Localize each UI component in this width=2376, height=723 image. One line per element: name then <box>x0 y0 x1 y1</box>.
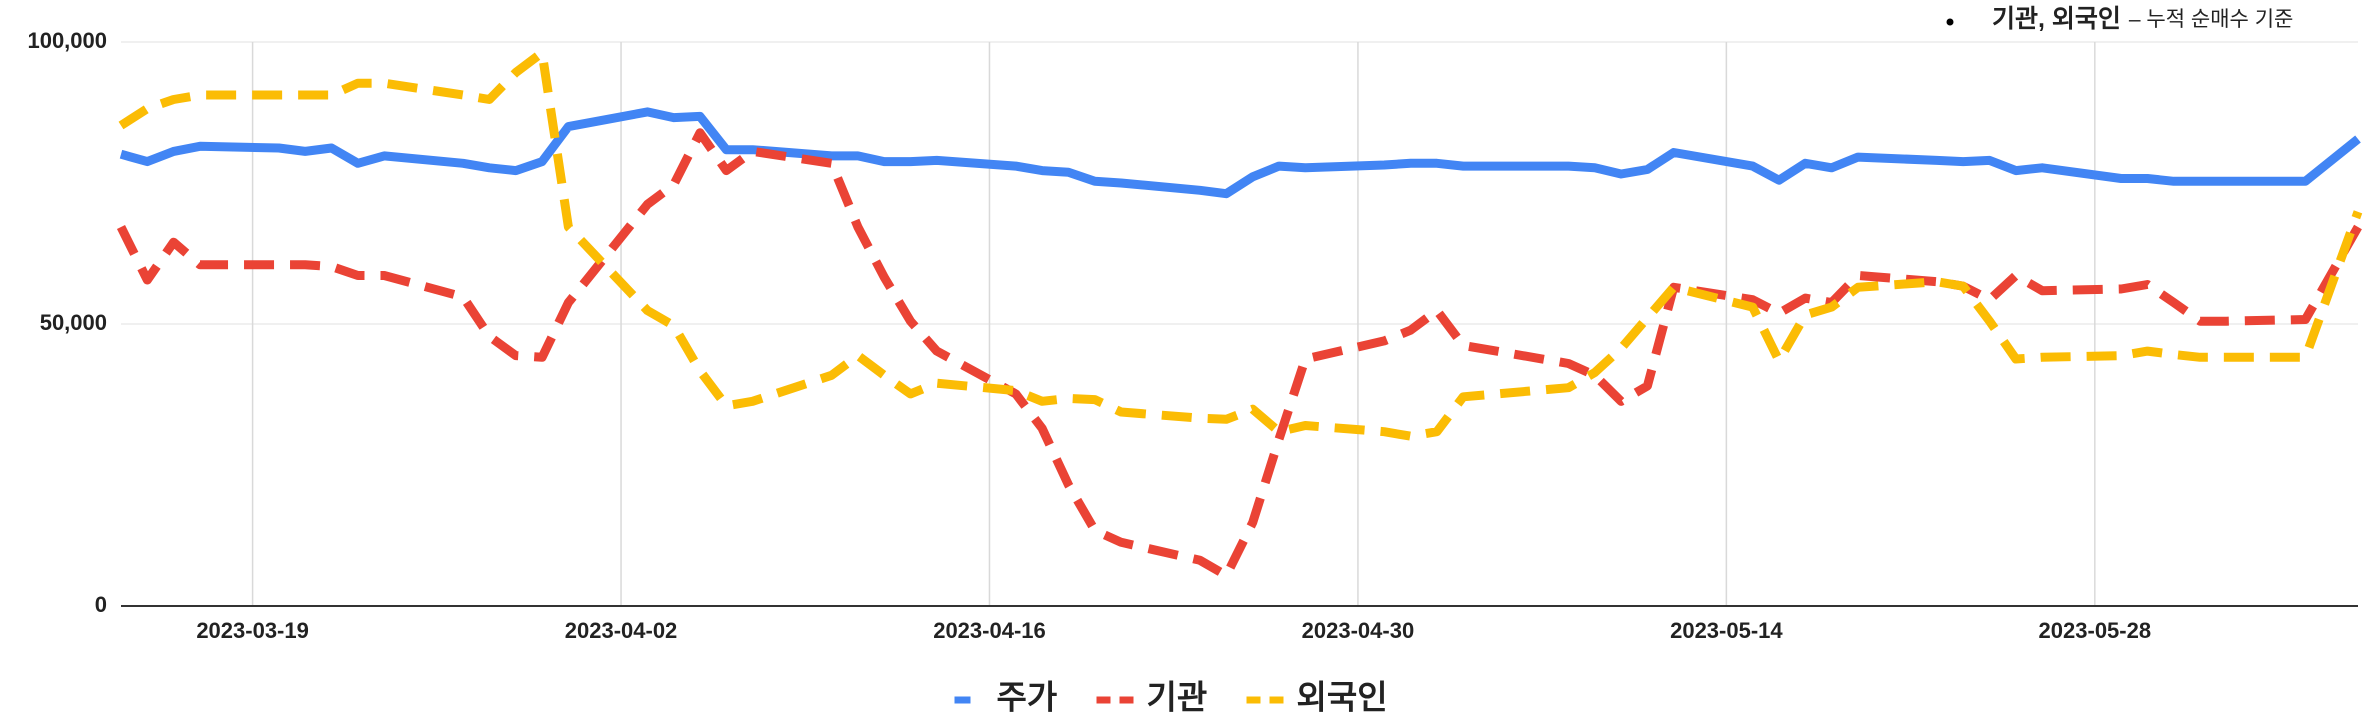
legend-label: 주가 <box>997 679 1058 716</box>
line-series <box>119 107 2361 199</box>
x-tick-label: 2023-05-28 <box>2039 618 2152 643</box>
x-tick-label: 2023-03-19 <box>196 618 309 643</box>
annotation: 기관, 외국인 – 누적 순매수 기준 <box>1992 5 2293 33</box>
legend: 주가 기관 외국인 <box>954 679 1388 716</box>
x-tick-label: 2023-04-02 <box>565 618 678 643</box>
annotation-bullet <box>1946 18 1954 26</box>
x-tick-label: 2023-04-16 <box>933 618 1046 643</box>
annotation-main: 기관, 외국인 <box>1992 5 2121 33</box>
y-tick-label: 0 <box>95 592 107 617</box>
y-tick-label: 100,000 <box>27 28 107 53</box>
x-tick-label: 2023-04-30 <box>1302 618 1415 643</box>
x-tick-label: 2023-05-14 <box>1670 618 1783 643</box>
legend-label: 외국인 <box>1297 679 1388 716</box>
y-tick-label: 50,000 <box>40 310 107 335</box>
annotation-note: – 누적 순매수 기준 <box>2129 8 2293 31</box>
legend-label: 기관 <box>1147 679 1208 716</box>
line-series <box>118 48 2363 441</box>
